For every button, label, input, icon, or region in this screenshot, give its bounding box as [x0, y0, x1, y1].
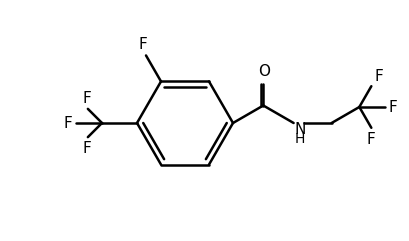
Text: F: F — [82, 141, 91, 156]
Text: F: F — [387, 100, 396, 114]
Text: F: F — [82, 91, 91, 106]
Text: H: H — [294, 132, 304, 146]
Text: O: O — [258, 63, 270, 79]
Text: N: N — [294, 122, 305, 137]
Text: F: F — [366, 132, 375, 147]
Text: F: F — [138, 37, 147, 53]
Text: F: F — [373, 69, 382, 84]
Text: F: F — [63, 115, 72, 130]
